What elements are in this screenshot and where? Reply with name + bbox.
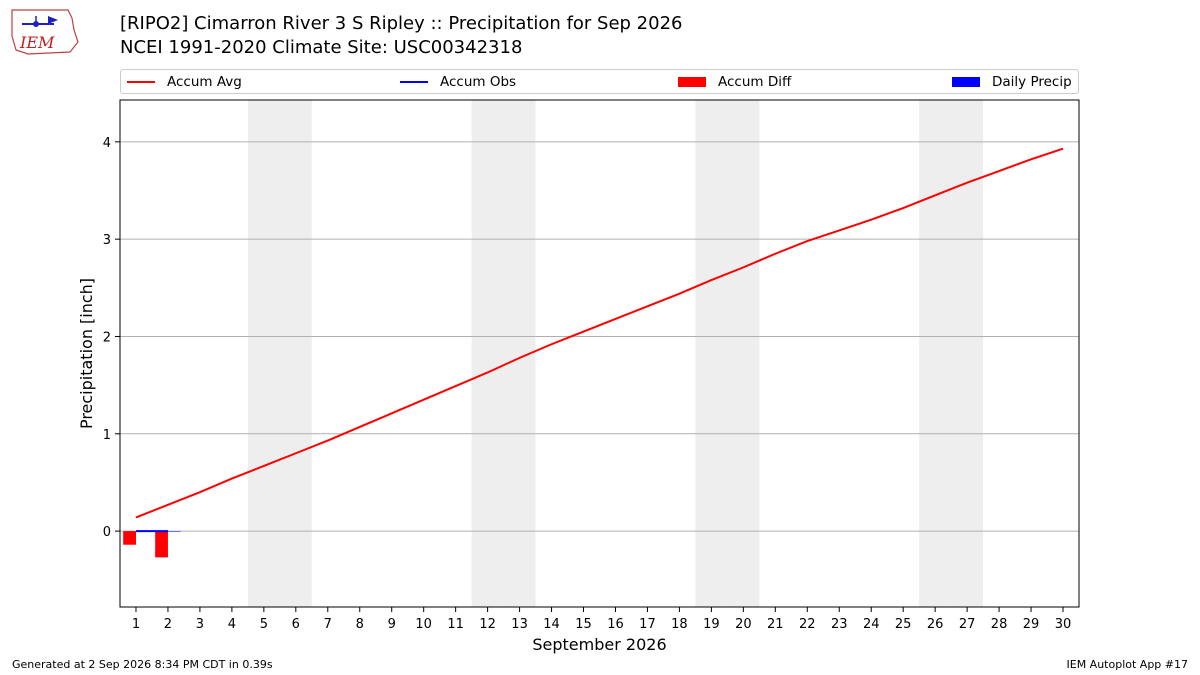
x-tick-label: 7 — [324, 617, 332, 632]
weekend-band — [247, 100, 280, 607]
accum-avg-line — [135, 147, 1064, 519]
legend: Accum Avg Accum Obs Accum Diff Daily Pre… — [120, 69, 1079, 94]
x-tick-label: 23 — [831, 617, 848, 632]
chart-subtitle: NCEI 1991-2020 Climate Site: USC00342318 — [120, 37, 523, 58]
y-axis-label: Precipitation [inch] — [77, 278, 96, 429]
x-tick-label: 18 — [671, 617, 688, 632]
generated-timestamp: Generated at 2 Sep 2026 8:34 PM CDT in 0… — [12, 658, 273, 671]
x-tick-label: 11 — [447, 617, 464, 632]
accum-diff-bar — [155, 531, 168, 558]
legend-label-accum-avg: Accum Avg — [167, 73, 242, 90]
x-tick-label: 19 — [703, 617, 720, 632]
x-tick-label: 21 — [767, 617, 784, 632]
x-tick-label: 24 — [863, 617, 880, 632]
x-tick-label: 9 — [388, 617, 396, 632]
weekend-band — [919, 100, 952, 607]
legend-swatch-accum-diff — [678, 76, 706, 87]
x-tick-label: 8 — [356, 617, 364, 632]
weekend-band — [727, 100, 760, 607]
x-tick-label: 14 — [543, 617, 560, 632]
legend-label-accum-diff: Accum Diff — [718, 73, 792, 90]
plot-frame — [119, 99, 1080, 608]
x-tick-label: 1 — [132, 617, 140, 632]
x-tick-label: 30 — [1055, 617, 1072, 632]
logo-text: IEM — [19, 33, 55, 52]
x-axis-label: September 2026 — [532, 635, 666, 654]
iem-logo: IEM — [8, 6, 80, 58]
legend-label-accum-obs: Accum Obs — [440, 73, 517, 90]
x-tick-label: 16 — [607, 617, 624, 632]
x-tick-label: 15 — [575, 617, 592, 632]
y-tick-label: 1 — [103, 428, 111, 443]
legend-item-accum-avg: Accum Avg — [127, 70, 242, 93]
x-tick-label: 5 — [260, 617, 268, 632]
x-tick-label: 12 — [479, 617, 496, 632]
x-tick-label: 17 — [639, 617, 656, 632]
x-tick-label: 6 — [292, 617, 300, 632]
legend-item-accum-obs: Accum Obs — [400, 70, 516, 93]
daily-precip-bar — [167, 531, 181, 532]
legend-label-daily-precip: Daily Precip — [992, 73, 1072, 90]
legend-item-daily-precip: Daily Precip — [952, 70, 1072, 93]
y-tick-label: 0 — [103, 525, 111, 540]
weekend-band — [951, 100, 984, 607]
app-label: IEM Autoplot App #17 — [1066, 658, 1189, 671]
y-tick-label: 4 — [103, 136, 111, 151]
x-tick-label: 28 — [991, 617, 1008, 632]
x-tick-label: 20 — [735, 617, 752, 632]
y-tick-label: 2 — [103, 330, 111, 345]
x-tick-label: 2 — [164, 617, 172, 632]
x-tick-label: 3 — [196, 617, 204, 632]
legend-swatch-accum-obs — [400, 80, 428, 83]
y-tick-label: 3 — [103, 233, 111, 248]
legend-item-accum-diff: Accum Diff — [678, 70, 791, 93]
x-tick-label: 25 — [895, 617, 912, 632]
x-tick-label: 29 — [1023, 617, 1040, 632]
x-tick-label: 4 — [228, 617, 236, 632]
x-tick-label: 27 — [959, 617, 976, 632]
x-tick-label: 13 — [511, 617, 528, 632]
chart-title: [RIPO2] Cimarron River 3 S Ripley :: Pre… — [120, 13, 683, 34]
x-tick-label: 26 — [927, 617, 944, 632]
weekend-band — [471, 100, 504, 607]
accum-diff-bar — [123, 531, 136, 545]
weekend-band — [695, 100, 728, 607]
x-tick-label: 10 — [415, 617, 432, 632]
legend-swatch-daily-precip — [952, 76, 980, 87]
legend-swatch-accum-avg — [127, 80, 155, 83]
x-tick-label: 22 — [799, 617, 816, 632]
weekend-band — [279, 100, 312, 607]
